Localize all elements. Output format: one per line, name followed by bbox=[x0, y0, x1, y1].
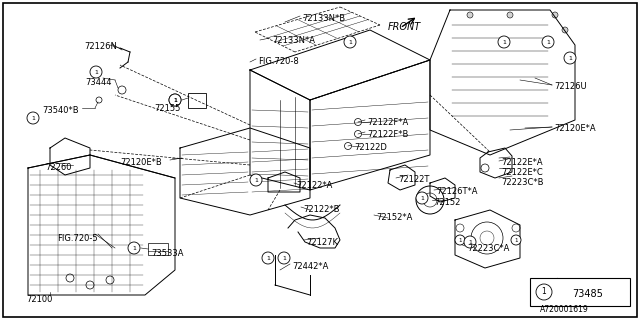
Text: 1: 1 bbox=[348, 39, 352, 44]
Circle shape bbox=[464, 236, 476, 248]
Text: 1: 1 bbox=[254, 178, 258, 182]
Text: 1: 1 bbox=[173, 98, 177, 102]
Text: 73540*B: 73540*B bbox=[42, 106, 79, 115]
Circle shape bbox=[511, 235, 521, 245]
Circle shape bbox=[262, 252, 274, 264]
Text: 72122E*C: 72122E*C bbox=[501, 168, 543, 177]
Text: 72120E*A: 72120E*A bbox=[554, 124, 596, 133]
Text: 72122F*A: 72122F*A bbox=[367, 118, 408, 127]
Text: 72155: 72155 bbox=[154, 104, 180, 113]
Circle shape bbox=[507, 12, 513, 18]
Text: 1: 1 bbox=[420, 196, 424, 201]
Text: 1: 1 bbox=[541, 287, 547, 297]
Text: 1: 1 bbox=[266, 255, 270, 260]
Circle shape bbox=[562, 27, 568, 33]
Circle shape bbox=[536, 284, 552, 300]
Circle shape bbox=[27, 112, 39, 124]
Text: 1: 1 bbox=[502, 39, 506, 44]
Text: 72223C*A: 72223C*A bbox=[467, 244, 509, 253]
Text: 72122E*A: 72122E*A bbox=[501, 158, 543, 167]
Text: 72133N*A: 72133N*A bbox=[272, 36, 315, 45]
Circle shape bbox=[552, 12, 558, 18]
Text: 1: 1 bbox=[94, 69, 98, 75]
Circle shape bbox=[90, 66, 102, 78]
Circle shape bbox=[128, 242, 140, 254]
Circle shape bbox=[344, 36, 356, 48]
Text: 72122F*B: 72122F*B bbox=[367, 130, 408, 139]
Text: 72122*A: 72122*A bbox=[296, 181, 332, 190]
Text: 72133N*B: 72133N*B bbox=[302, 14, 345, 23]
Text: 1: 1 bbox=[546, 39, 550, 44]
Text: 73444: 73444 bbox=[85, 78, 111, 87]
Circle shape bbox=[455, 235, 465, 245]
Text: 1: 1 bbox=[515, 237, 518, 243]
Circle shape bbox=[169, 94, 181, 106]
Text: FIG.720-8: FIG.720-8 bbox=[258, 57, 299, 66]
Text: 1: 1 bbox=[568, 55, 572, 60]
Text: 72126T*A: 72126T*A bbox=[436, 187, 477, 196]
Text: FIG.720-5: FIG.720-5 bbox=[57, 234, 98, 243]
Text: 72126U: 72126U bbox=[554, 82, 587, 91]
Bar bbox=[188, 93, 206, 108]
Text: 72260: 72260 bbox=[45, 163, 72, 172]
Circle shape bbox=[278, 252, 290, 264]
Text: 1: 1 bbox=[458, 237, 461, 243]
Text: 72122D: 72122D bbox=[354, 143, 387, 152]
Text: A720001619: A720001619 bbox=[540, 305, 589, 314]
Text: 1: 1 bbox=[132, 245, 136, 251]
Text: 72120E*B: 72120E*B bbox=[120, 158, 162, 167]
Circle shape bbox=[169, 94, 181, 106]
Text: 1: 1 bbox=[468, 239, 472, 244]
Text: 1: 1 bbox=[31, 116, 35, 121]
Text: 72126N: 72126N bbox=[84, 42, 117, 51]
Bar bbox=[148, 243, 168, 255]
Bar bbox=[530, 278, 630, 306]
Circle shape bbox=[416, 192, 428, 204]
Text: 73485: 73485 bbox=[572, 289, 603, 299]
Circle shape bbox=[564, 52, 576, 64]
Text: 72127K: 72127K bbox=[306, 238, 338, 247]
Circle shape bbox=[467, 12, 473, 18]
Circle shape bbox=[250, 174, 262, 186]
Text: 73533A: 73533A bbox=[151, 249, 184, 258]
Text: 72122*B: 72122*B bbox=[303, 205, 339, 214]
Text: FRONT: FRONT bbox=[388, 22, 421, 32]
Text: 1: 1 bbox=[173, 98, 177, 102]
Text: 72100: 72100 bbox=[26, 295, 52, 304]
Text: 72122T: 72122T bbox=[398, 175, 429, 184]
Text: 72152: 72152 bbox=[434, 198, 460, 207]
Circle shape bbox=[542, 36, 554, 48]
Text: 1: 1 bbox=[282, 255, 286, 260]
Text: 72223C*B: 72223C*B bbox=[501, 178, 543, 187]
Text: 72442*A: 72442*A bbox=[292, 262, 328, 271]
Circle shape bbox=[498, 36, 510, 48]
Text: 72152*A: 72152*A bbox=[376, 213, 412, 222]
